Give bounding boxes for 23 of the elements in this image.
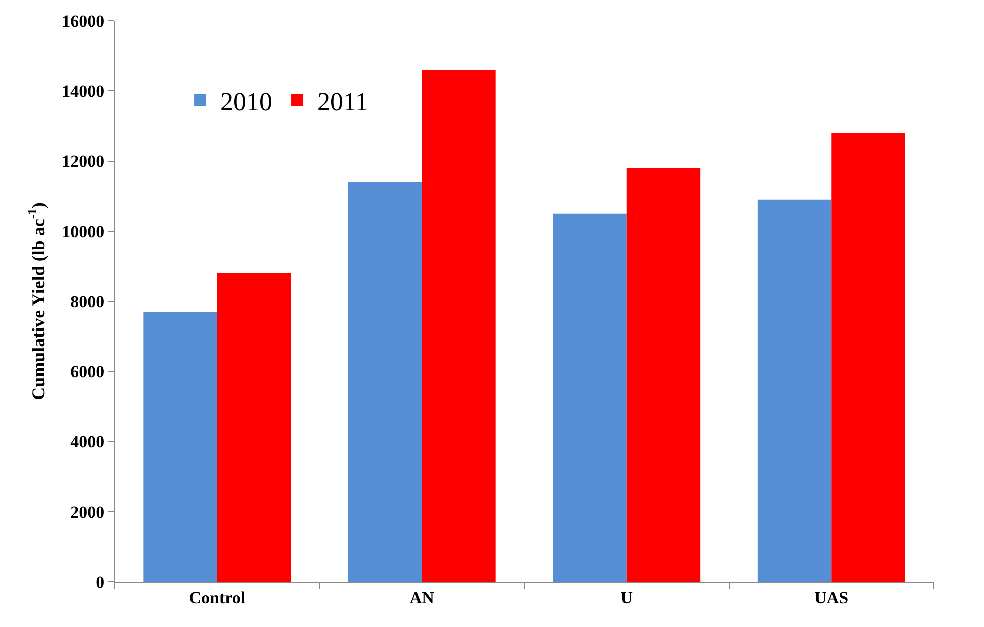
- x-tick-label: U: [620, 588, 634, 608]
- y-tick-label: 4000: [70, 432, 105, 452]
- y-tick-label: 12000: [62, 152, 105, 172]
- y-tick-label: 0: [96, 572, 105, 592]
- legend-label: 2010: [220, 88, 273, 117]
- x-tick-label: AN: [410, 588, 436, 608]
- bar: [422, 70, 496, 582]
- bar: [144, 312, 218, 582]
- bar: [832, 133, 906, 582]
- bar: [217, 273, 292, 582]
- x-tick-label: UAS: [814, 588, 849, 608]
- bar: [626, 168, 701, 582]
- y-tick-label: 16000: [62, 12, 105, 31]
- bar: [553, 214, 627, 582]
- bar: [758, 200, 832, 582]
- legend-label: 2011: [318, 88, 369, 117]
- y-tick-label: 14000: [62, 82, 105, 102]
- y-tick-label: 10000: [62, 222, 105, 242]
- bar: [348, 182, 422, 582]
- x-tick-label: Control: [189, 588, 246, 608]
- y-tick-label: 8000: [70, 292, 105, 312]
- y-tick-label: 2000: [70, 502, 105, 522]
- y-tick-label: 6000: [70, 362, 105, 382]
